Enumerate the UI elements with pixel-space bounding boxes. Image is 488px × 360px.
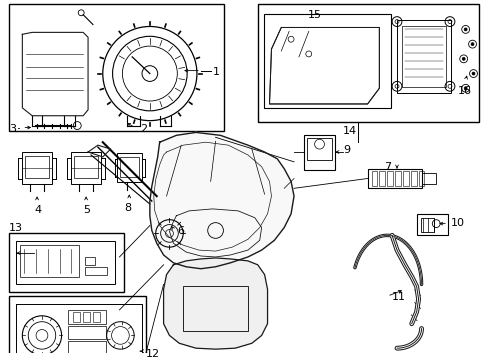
Polygon shape: [149, 132, 293, 269]
Text: 5: 5: [83, 205, 90, 215]
Circle shape: [461, 57, 464, 60]
Bar: [68, 325, 105, 339]
Bar: [68, 341, 105, 355]
Text: 15: 15: [307, 10, 321, 20]
Circle shape: [470, 43, 473, 46]
Bar: [183, 287, 247, 330]
Bar: [416, 214, 447, 235]
Bar: [420, 218, 433, 233]
Bar: [306, 138, 332, 160]
Bar: [402, 171, 408, 186]
Bar: [367, 169, 421, 188]
Bar: [421, 172, 435, 184]
Text: 3: 3: [10, 123, 17, 134]
Bar: [303, 135, 335, 170]
Bar: [120, 157, 139, 176]
Bar: [9, 296, 145, 360]
Polygon shape: [269, 27, 379, 104]
Bar: [394, 171, 400, 186]
Circle shape: [463, 87, 466, 90]
Text: 8: 8: [124, 203, 131, 213]
Bar: [85, 267, 106, 275]
Circle shape: [471, 72, 474, 75]
Text: 14: 14: [342, 126, 356, 135]
Bar: [117, 153, 142, 183]
Bar: [396, 19, 450, 93]
Bar: [410, 171, 416, 186]
Bar: [74, 156, 98, 177]
Bar: [9, 4, 224, 131]
Text: 13: 13: [9, 224, 22, 233]
Bar: [371, 171, 377, 186]
Bar: [401, 26, 445, 87]
Bar: [68, 310, 105, 324]
Bar: [85, 257, 95, 265]
Bar: [25, 156, 49, 177]
Bar: [379, 171, 385, 186]
Polygon shape: [163, 258, 267, 349]
Text: 9: 9: [343, 145, 349, 155]
Text: 1: 1: [212, 67, 219, 77]
Bar: [20, 245, 79, 276]
Bar: [93, 312, 100, 322]
Bar: [9, 233, 124, 292]
Text: 2: 2: [140, 123, 147, 134]
Bar: [22, 152, 52, 184]
Text: 10: 10: [450, 218, 464, 228]
Text: 16: 16: [457, 86, 471, 96]
Text: 4: 4: [34, 205, 41, 215]
Text: 7: 7: [383, 162, 390, 172]
Bar: [83, 312, 90, 322]
Text: 6: 6: [177, 226, 184, 235]
Text: 11: 11: [391, 292, 405, 302]
Text: 12: 12: [145, 349, 160, 359]
Bar: [17, 304, 142, 360]
Bar: [418, 171, 424, 186]
Circle shape: [463, 28, 466, 31]
Bar: [71, 152, 101, 184]
Bar: [73, 312, 80, 322]
Bar: [263, 14, 390, 108]
Bar: [17, 241, 114, 284]
Bar: [257, 4, 478, 122]
Bar: [386, 171, 392, 186]
